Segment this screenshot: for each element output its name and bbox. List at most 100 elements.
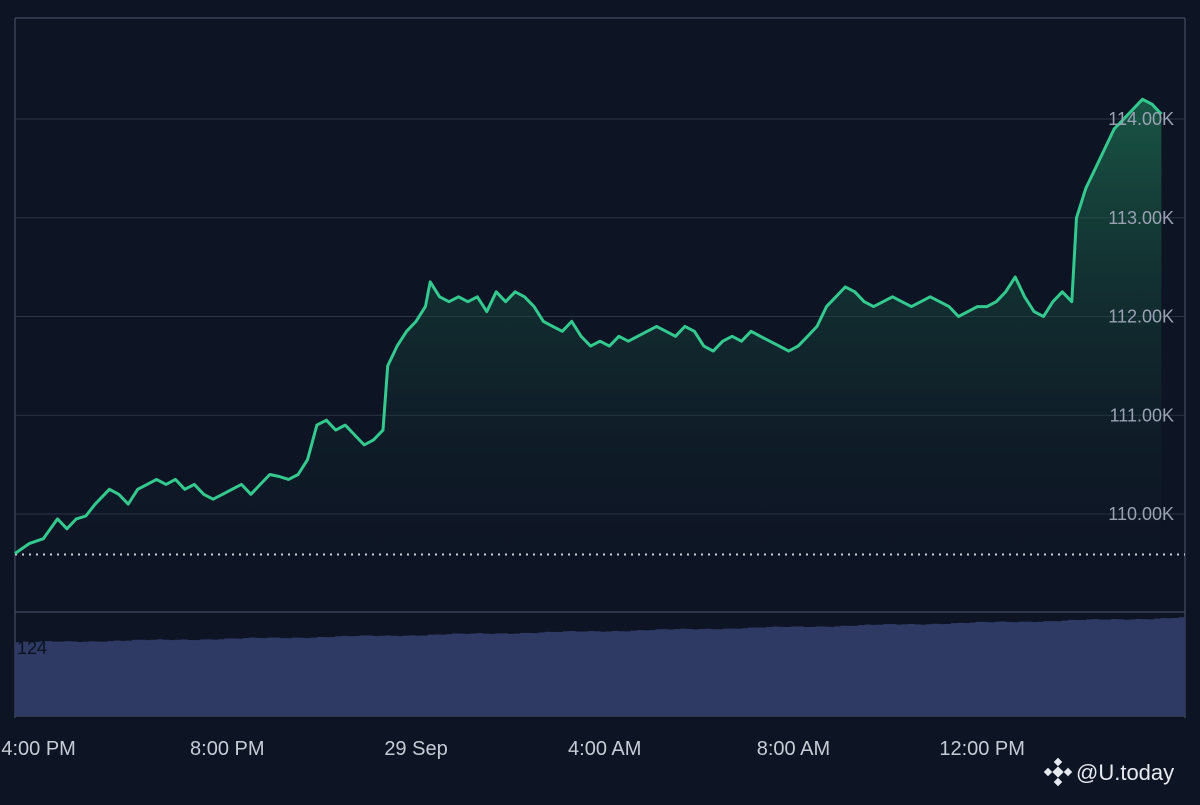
volume-bar	[402, 635, 410, 716]
volume-bar	[981, 621, 989, 716]
volume-bar	[717, 629, 724, 716]
volume-bar	[15, 642, 22, 716]
volume-bar	[452, 633, 459, 716]
volume-bar	[926, 624, 933, 716]
volume-bar	[199, 639, 207, 716]
volume-bar	[864, 624, 872, 716]
volume-bar	[138, 639, 145, 716]
volume-bar	[409, 635, 416, 716]
volume-bar	[778, 626, 786, 716]
volume-bar	[877, 624, 884, 716]
volume-bar	[581, 631, 589, 716]
volume-bar	[255, 637, 262, 716]
volume-bars	[15, 617, 1186, 716]
volume-bar	[1129, 619, 1137, 716]
volume-bar	[1092, 619, 1100, 716]
volume-bar	[532, 633, 539, 716]
volume-bar	[649, 630, 656, 716]
volume-bar	[987, 622, 995, 716]
volume-bar	[692, 629, 699, 716]
volume-bar	[809, 626, 816, 716]
volume-bar	[1043, 621, 1050, 716]
volume-bar	[600, 631, 607, 716]
brand-text: @U.today	[1076, 760, 1174, 785]
volume-bar	[1104, 619, 1112, 716]
x-tick-label: 8:00 PM	[190, 738, 264, 760]
volume-bar	[1061, 620, 1069, 716]
volume-bar	[507, 633, 515, 716]
volume-bar	[76, 641, 84, 716]
volume-bar	[70, 641, 77, 716]
volume-bar	[446, 634, 453, 716]
volume-bar	[569, 631, 576, 716]
volume-bar	[1080, 620, 1087, 716]
volume-label: 124	[17, 638, 47, 658]
volume-bar	[790, 626, 798, 716]
volume-bar	[587, 631, 595, 716]
volume-bar	[1049, 621, 1057, 716]
volume-bar	[643, 630, 650, 716]
volume-bar	[1086, 619, 1094, 716]
volume-bar	[975, 621, 983, 716]
volume-bar	[938, 624, 946, 716]
volume-bar	[735, 628, 743, 716]
volume-bar	[907, 623, 915, 716]
volume-bar	[957, 622, 964, 716]
volume-bar	[519, 632, 527, 716]
volume-bar	[920, 624, 927, 716]
volume-bar	[593, 631, 601, 716]
volume-bar	[1024, 621, 1032, 716]
volume-bar	[242, 637, 250, 716]
volume-bar	[870, 624, 878, 716]
volume-bar	[107, 641, 114, 716]
volume-bar	[261, 638, 268, 716]
volume-bar	[267, 637, 275, 716]
volume-bar	[384, 635, 392, 716]
volume-bar	[212, 639, 219, 716]
volume-bar	[230, 638, 238, 716]
volume-bar	[563, 631, 570, 716]
volume-bar	[846, 625, 853, 716]
x-axis-labels: 4:00 PM 8:00 PM 29 Sep 4:00 AM 8:00 AM 12:00 …	[1, 738, 1025, 760]
volume-bar	[329, 637, 336, 716]
volume-bar	[932, 623, 940, 716]
volume-bar	[187, 640, 194, 716]
volume-bar	[51, 641, 59, 716]
volume-bar	[82, 641, 90, 716]
volume-bar	[747, 627, 755, 716]
volume-bar	[1148, 619, 1155, 716]
volume-bar	[64, 641, 71, 716]
y-tick-label: 113.00K	[1108, 208, 1174, 228]
y-axis-labels: 114.00K 113.00K 112.00K 111.00K 110.00K	[1108, 109, 1174, 524]
volume-bar	[969, 622, 977, 716]
volume-bar	[310, 637, 318, 716]
volume-bar	[784, 626, 792, 716]
volume-bar	[378, 635, 385, 716]
volume-bar	[495, 633, 502, 716]
volume-bar	[550, 631, 558, 716]
volume-bar	[1154, 618, 1161, 716]
volume-bar	[249, 637, 256, 716]
volume-bar	[101, 641, 108, 716]
volume-bar	[827, 626, 835, 716]
volume-bar	[729, 628, 736, 716]
price-series-line	[14, 97, 1163, 555]
volume-bar	[766, 626, 773, 716]
volume-bar	[193, 640, 201, 716]
volume-bar	[526, 632, 533, 716]
volume-bar	[1098, 619, 1106, 716]
volume-bar	[150, 639, 158, 716]
volume-bar	[821, 626, 829, 716]
volume-bar	[994, 621, 1001, 716]
volume-bar	[667, 629, 675, 716]
volume-bar	[372, 636, 379, 716]
volume-bar	[162, 639, 170, 716]
volume-bar	[815, 626, 823, 716]
volume-bar	[1111, 619, 1118, 716]
volume-bar	[963, 623, 970, 716]
volume-bar	[359, 635, 367, 716]
volume-bar	[753, 627, 761, 716]
volume-bar	[279, 638, 287, 716]
volume-bar	[292, 637, 299, 716]
